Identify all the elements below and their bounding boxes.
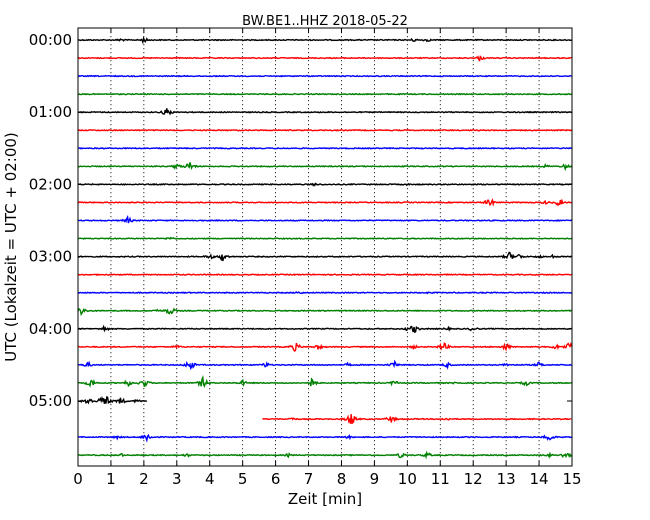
trace-0300 xyxy=(77,251,572,262)
x-tick-label: 6 xyxy=(271,470,281,488)
trace-0115 xyxy=(77,128,572,132)
y-tick-label: 04:00 xyxy=(29,320,72,338)
trace-0045 xyxy=(77,92,573,96)
trace-0130 xyxy=(77,146,572,150)
x-tick-label: 3 xyxy=(172,470,182,488)
trace-0430 xyxy=(77,359,572,371)
trace-0415 xyxy=(77,341,573,353)
trace-0445 xyxy=(77,375,572,389)
seismic-traces xyxy=(77,36,573,460)
trace-0145 xyxy=(77,162,573,172)
trace-0230 xyxy=(77,214,572,224)
x-tick-label: 9 xyxy=(370,470,380,488)
trace-0545 xyxy=(77,450,573,460)
y-tick-label: 03:00 xyxy=(29,248,72,266)
y-tick-label: 00:00 xyxy=(29,31,72,49)
trace-0515 xyxy=(262,414,572,425)
x-tick-label: 0 xyxy=(73,470,83,488)
trace-0000 xyxy=(77,36,572,45)
trace-0245 xyxy=(77,236,572,241)
x-tick-label: 8 xyxy=(337,470,347,488)
x-tick-label: 15 xyxy=(562,470,581,488)
trace-0030 xyxy=(77,74,572,78)
x-tick-label: 5 xyxy=(238,470,248,488)
x-tick-label: 11 xyxy=(431,470,450,488)
x-axis-label: Zeit [min] xyxy=(288,490,362,508)
x-tick-label: 10 xyxy=(398,470,417,488)
chart-title: BW.BE1..HHZ 2018-05-22 xyxy=(242,14,408,29)
y-tick-label: 05:00 xyxy=(29,392,72,410)
trace-0330 xyxy=(77,291,572,295)
plot-frame xyxy=(77,27,573,467)
trace-0500 xyxy=(77,395,148,405)
trace-0315 xyxy=(77,273,572,277)
trace-0345 xyxy=(77,307,572,317)
y-axis-label: UTC (Lokalzeit = UTC + 02:00) xyxy=(2,132,20,362)
x-tick-label: 7 xyxy=(304,470,314,488)
y-tick-label: 02:00 xyxy=(29,175,72,193)
trace-0015 xyxy=(77,55,572,62)
trace-0530 xyxy=(77,433,572,443)
x-tick-label: 12 xyxy=(464,470,483,488)
x-tick-label: 14 xyxy=(530,470,549,488)
trace-0215 xyxy=(77,198,572,207)
x-tick-label: 4 xyxy=(205,470,215,488)
trace-0200 xyxy=(77,182,572,187)
x-tick-label: 13 xyxy=(497,470,516,488)
trace-0400 xyxy=(77,324,572,334)
x-tick-label: 1 xyxy=(106,470,116,488)
x-tick-label: 2 xyxy=(139,470,149,488)
y-tick-label: 01:00 xyxy=(29,103,72,121)
trace-0100 xyxy=(77,108,573,116)
grid-lines xyxy=(110,28,540,466)
axis-ticks: 0 1 2 3 4 5 6 7 8 9 10 11 12 13 14 1500:0001:0002:0003:… xyxy=(29,28,582,488)
